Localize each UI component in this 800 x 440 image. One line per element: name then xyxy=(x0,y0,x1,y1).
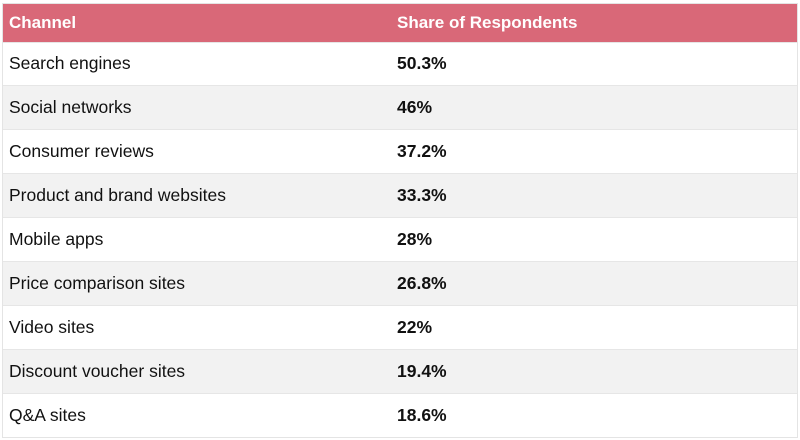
channel-cell: Search engines xyxy=(9,53,131,74)
share-cell: 18.6% xyxy=(397,404,447,425)
header-row: Channel Share of Respondents xyxy=(3,4,797,42)
channel-cell: Q&A sites xyxy=(9,404,86,425)
share-cell: 26.8% xyxy=(397,272,447,293)
channel-cell: Video sites xyxy=(9,316,95,337)
table-body: Search engines 50.3% Social networks 46%… xyxy=(3,42,797,438)
share-cell: 37.2% xyxy=(397,141,447,162)
channel-cell: Price comparison sites xyxy=(9,272,186,293)
channel-cell: Consumer reviews xyxy=(9,141,154,162)
table-row: Social networks 46% xyxy=(3,85,797,130)
table-row: Video sites 22% xyxy=(3,305,797,350)
table-row: Discount voucher sites 19.4% xyxy=(3,349,797,394)
channel-share-table: Channel Share of Respondents Search engi… xyxy=(3,4,797,438)
table-row: Price comparison sites 26.8% xyxy=(3,261,797,306)
table-row: Search engines 50.3% xyxy=(3,42,797,86)
table-row: Q&A sites 18.6% xyxy=(3,393,797,438)
share-cell: 33.3% xyxy=(397,185,447,206)
share-cell: 50.3% xyxy=(397,53,447,74)
column-header-channel: Channel xyxy=(9,12,77,32)
channel-cell: Discount voucher sites xyxy=(9,360,186,381)
share-cell: 19.4% xyxy=(397,360,447,381)
share-cell: 22% xyxy=(397,316,433,337)
table-header: Channel Share of Respondents xyxy=(3,4,797,42)
share-cell: 28% xyxy=(397,229,433,249)
channel-cell: Social networks xyxy=(9,97,132,118)
table-row: Consumer reviews 37.2% xyxy=(3,129,797,174)
table-row: Product and brand websites 33.3% xyxy=(3,173,797,218)
share-cell: 46% xyxy=(397,97,433,118)
channel-cell: Product and brand websites xyxy=(9,185,226,206)
table-row: Mobile apps 28% xyxy=(3,217,797,262)
channel-cell: Mobile apps xyxy=(9,229,104,249)
data-table-container: Channel Share of Respondents Search engi… xyxy=(2,3,798,439)
column-header-share: Share of Respondents xyxy=(397,12,578,32)
